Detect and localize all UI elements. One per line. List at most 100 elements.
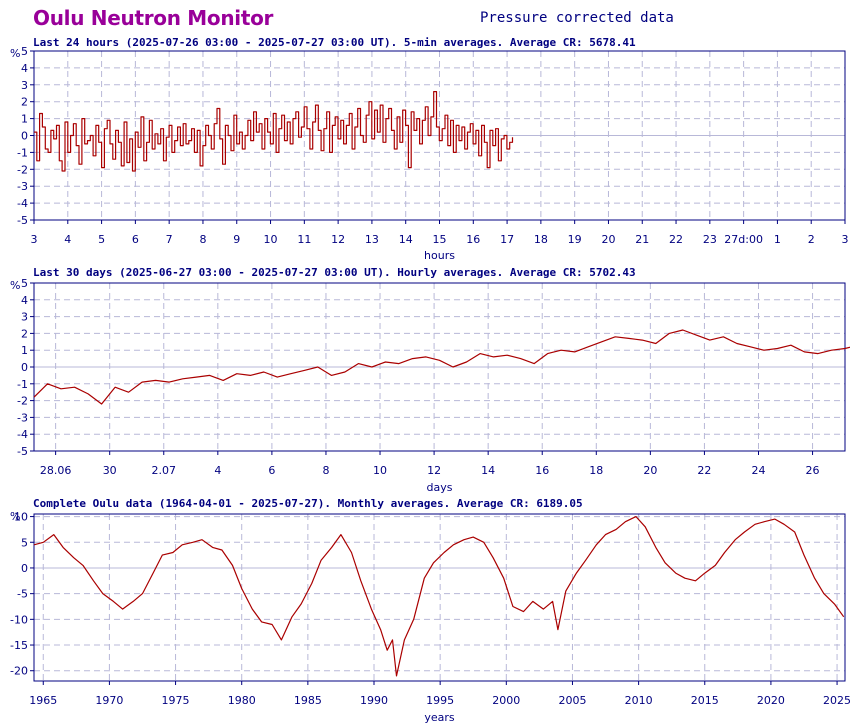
y-tick-label: 3 bbox=[21, 311, 28, 324]
x-tick-label: 1970 bbox=[95, 694, 123, 707]
x-tick-label: 22 bbox=[697, 464, 711, 477]
y-tick-label: 2 bbox=[21, 96, 28, 109]
x-tick-label: 22 bbox=[669, 233, 683, 246]
x-tick-label: 19 bbox=[568, 233, 582, 246]
x-tick-label: 1 bbox=[774, 233, 781, 246]
x-tick-label: 7 bbox=[166, 233, 173, 246]
x-tick-label: 16 bbox=[535, 464, 549, 477]
plot-frame bbox=[33, 513, 846, 682]
x-tick-label: 18 bbox=[534, 233, 548, 246]
y-tick-label: -10 bbox=[10, 613, 28, 626]
x-axis-label: years bbox=[424, 711, 455, 724]
page-title: Oulu Neutron Monitor bbox=[33, 6, 274, 30]
y-tick-label: 0 bbox=[21, 361, 28, 374]
x-tick-label: 9 bbox=[233, 233, 240, 246]
page-subtitle: Pressure corrected data bbox=[480, 10, 674, 26]
y-tick-label: 3 bbox=[21, 79, 28, 92]
y-axis-label: % bbox=[10, 47, 20, 60]
y-tick-label: -5 bbox=[17, 214, 28, 227]
y-tick-label: -3 bbox=[17, 180, 28, 193]
x-tick-label: 26 bbox=[806, 464, 820, 477]
y-tick-label: -15 bbox=[10, 639, 28, 652]
y-tick-label: 10 bbox=[14, 511, 28, 524]
y-tick-label: 4 bbox=[21, 294, 28, 307]
x-tick-label: 14 bbox=[399, 233, 413, 246]
x-tick-label: 20 bbox=[601, 233, 615, 246]
x-tick-label: 10 bbox=[264, 233, 278, 246]
x-axis-label: hours bbox=[424, 249, 455, 262]
chart-title: Complete Oulu data (1964-04-01 - 2025-07… bbox=[33, 497, 583, 510]
y-tick-label: 0 bbox=[21, 562, 28, 575]
x-tick-label: 4 bbox=[64, 233, 71, 246]
x-tick-label: 30 bbox=[103, 464, 117, 477]
y-tick-label: -4 bbox=[17, 197, 28, 210]
x-tick-label: 4 bbox=[214, 464, 221, 477]
chart-panel-30d: Last 30 days (2025-06-27 03:00 - 2025-07… bbox=[10, 266, 850, 494]
x-tick-label: 1975 bbox=[162, 694, 190, 707]
y-axis-label: % bbox=[10, 279, 20, 292]
y-tick-label: -1 bbox=[17, 378, 28, 391]
chart-title: Last 30 days (2025-06-27 03:00 - 2025-07… bbox=[33, 266, 636, 279]
x-tick-label: 12 bbox=[427, 464, 441, 477]
x-tick-label: 5 bbox=[98, 233, 105, 246]
x-tick-label: 21 bbox=[635, 233, 649, 246]
x-tick-label: 14 bbox=[481, 464, 495, 477]
x-tick-label: 18 bbox=[589, 464, 603, 477]
x-tick-label: 10 bbox=[373, 464, 387, 477]
x-tick-label: 24 bbox=[751, 464, 765, 477]
x-tick-label: 27d:00 bbox=[724, 233, 763, 246]
x-tick-label: 2025 bbox=[823, 694, 850, 707]
y-axis-label: % bbox=[10, 510, 20, 523]
y-tick-label: -2 bbox=[17, 395, 28, 408]
chart-title: Last 24 hours (2025-07-26 03:00 - 2025-0… bbox=[33, 36, 636, 49]
x-axis-label: days bbox=[427, 481, 453, 494]
x-tick-label: 23 bbox=[703, 233, 717, 246]
x-tick-label: 16 bbox=[466, 233, 480, 246]
x-tick-label: 2 bbox=[808, 233, 815, 246]
y-tick-label: -3 bbox=[17, 411, 28, 424]
x-tick-label: 17 bbox=[500, 233, 514, 246]
y-tick-label: -20 bbox=[10, 665, 28, 678]
chart-panel-complete: Complete Oulu data (1964-04-01 - 2025-07… bbox=[10, 497, 850, 724]
y-tick-label: -5 bbox=[17, 588, 28, 601]
x-tick-label: 8 bbox=[322, 464, 329, 477]
x-tick-label: 1965 bbox=[29, 694, 57, 707]
y-tick-label: -5 bbox=[17, 445, 28, 458]
x-tick-label: 12 bbox=[331, 233, 345, 246]
x-tick-label: 8 bbox=[199, 233, 206, 246]
y-tick-label: 4 bbox=[21, 62, 28, 75]
x-tick-label: 3 bbox=[842, 233, 849, 246]
plot-frame bbox=[33, 50, 846, 221]
y-tick-label: 1 bbox=[21, 344, 28, 357]
x-tick-label: 2.07 bbox=[152, 464, 177, 477]
data-series-line bbox=[33, 329, 850, 405]
y-tick-label: 5 bbox=[21, 536, 28, 549]
x-tick-label: 28.06 bbox=[40, 464, 72, 477]
y-tick-label: 5 bbox=[21, 277, 28, 290]
x-tick-label: 1990 bbox=[360, 694, 388, 707]
x-tick-label: 20 bbox=[643, 464, 657, 477]
data-series-line bbox=[34, 91, 514, 172]
y-tick-label: 1 bbox=[21, 113, 28, 126]
y-tick-label: -2 bbox=[17, 163, 28, 176]
x-tick-label: 6 bbox=[132, 233, 139, 246]
x-tick-label: 6 bbox=[268, 464, 275, 477]
x-tick-label: 1980 bbox=[228, 694, 256, 707]
x-tick-label: 2000 bbox=[492, 694, 520, 707]
x-tick-label: 2005 bbox=[558, 694, 586, 707]
x-tick-label: 2015 bbox=[691, 694, 719, 707]
x-tick-label: 3 bbox=[31, 233, 38, 246]
plot-frame bbox=[33, 282, 846, 452]
y-tick-label: 2 bbox=[21, 327, 28, 340]
x-tick-label: 1995 bbox=[426, 694, 454, 707]
x-tick-label: 2020 bbox=[757, 694, 785, 707]
x-tick-label: 2010 bbox=[625, 694, 653, 707]
y-tick-label: 0 bbox=[21, 130, 28, 143]
data-series-line bbox=[33, 516, 845, 677]
x-tick-label: 15 bbox=[433, 233, 447, 246]
chart-panel-24h: Last 24 hours (2025-07-26 03:00 - 2025-0… bbox=[10, 36, 849, 262]
x-tick-label: 13 bbox=[365, 233, 379, 246]
y-tick-label: -4 bbox=[17, 428, 28, 441]
y-tick-label: 5 bbox=[21, 45, 28, 58]
